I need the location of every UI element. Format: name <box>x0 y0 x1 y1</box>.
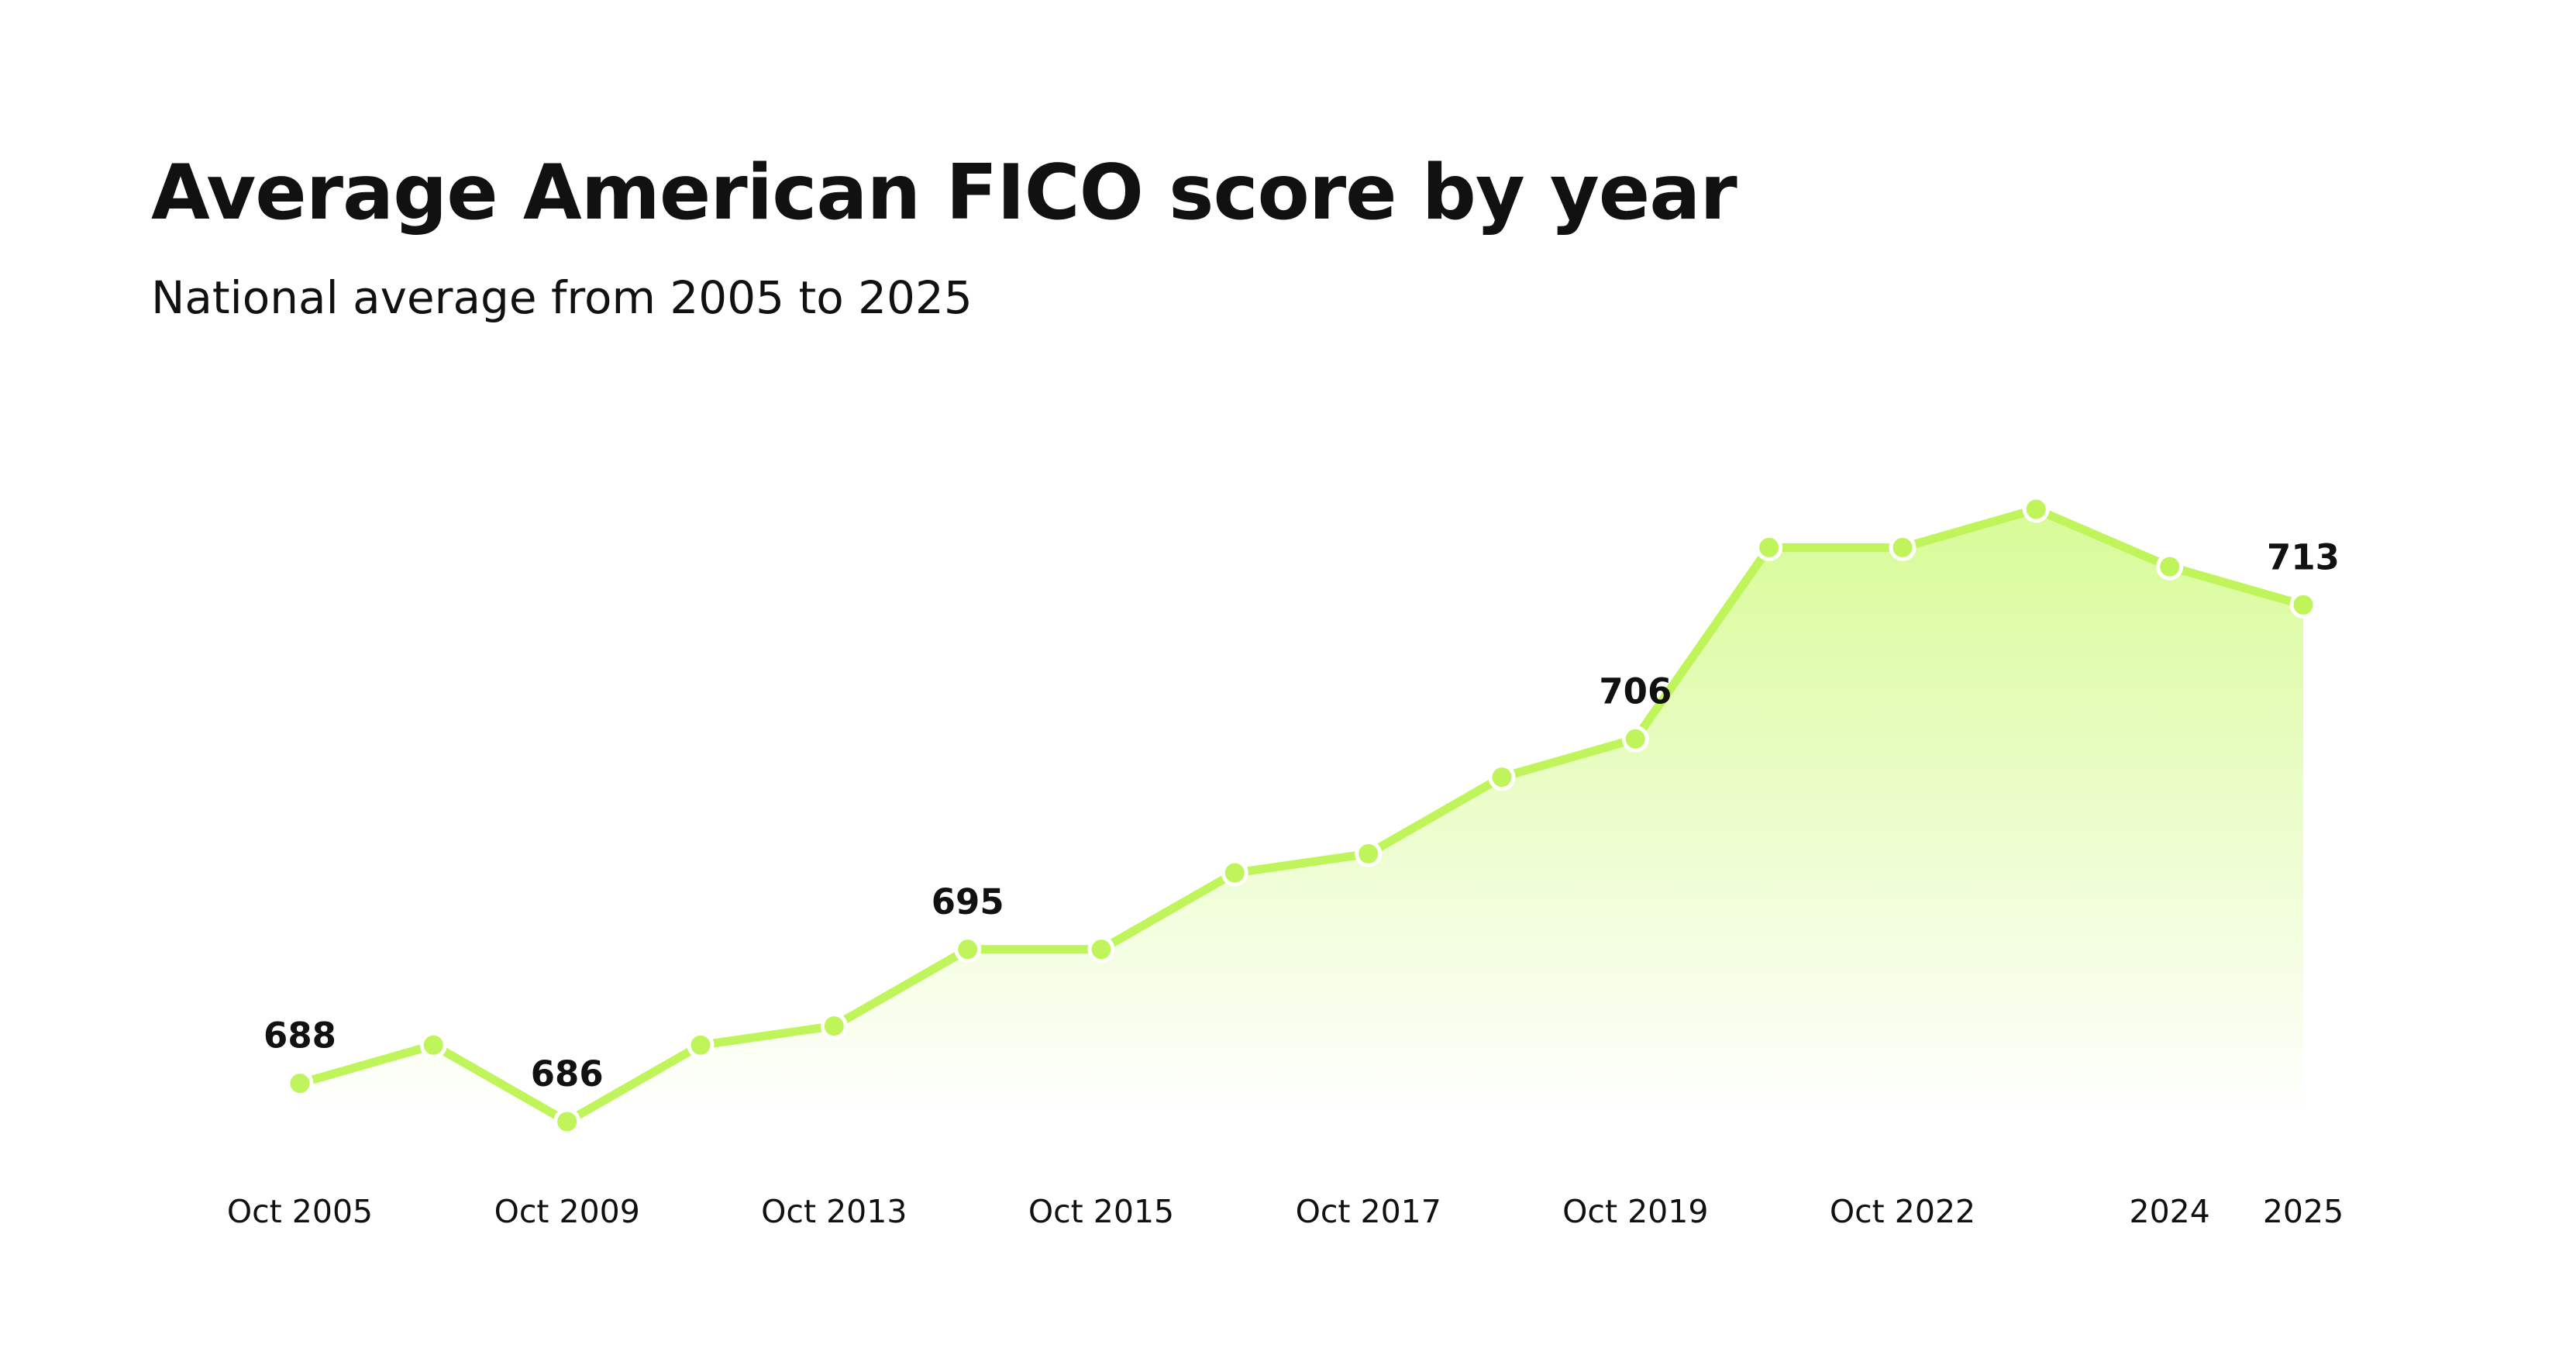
data-point <box>1087 936 1115 964</box>
series-area <box>300 509 2303 1122</box>
series-line-layer <box>295 505 2308 1126</box>
data-point <box>687 1031 715 1059</box>
data-point <box>1755 533 1783 561</box>
data-point <box>2289 591 2317 619</box>
data-point <box>553 1108 581 1136</box>
x-axis-ticks: Oct 2005 Oct 2009 Oct 2013 Oct 2015 Oct 2017… <box>227 1193 2344 1230</box>
data-point <box>1221 859 1248 887</box>
x-tick-label: Oct 2017 <box>1296 1193 1441 1230</box>
data-label: 706 <box>1599 670 1672 712</box>
markers-layer <box>286 495 2317 1136</box>
x-tick-label: Oct 2009 <box>494 1193 640 1230</box>
x-tick-label: 2025 <box>2263 1193 2344 1230</box>
x-tick-label: 2024 <box>2130 1193 2210 1230</box>
data-point <box>1355 839 1383 867</box>
data-point <box>1488 764 1516 791</box>
data-point <box>419 1031 447 1059</box>
chart-title: Average American FICO score by year <box>151 149 1737 237</box>
data-point <box>820 1012 848 1040</box>
data-labels-layer: 688 686 695 706 713 <box>263 536 2340 1094</box>
data-label: 713 <box>2267 536 2340 577</box>
area-fill-layer <box>300 509 2303 1122</box>
data-label: 686 <box>531 1053 604 1094</box>
x-tick-label: Oct 2022 <box>1830 1193 1975 1230</box>
data-point <box>1621 725 1649 753</box>
data-point <box>286 1070 314 1098</box>
data-point <box>2022 495 2050 523</box>
series-line <box>295 505 2308 1126</box>
x-tick-label: Oct 2019 <box>1562 1193 1708 1230</box>
chart-subtitle: National average from 2005 to 2025 <box>151 271 973 324</box>
data-label: 695 <box>932 881 1004 922</box>
x-tick-label: Oct 2015 <box>1028 1193 1174 1230</box>
data-label: 688 <box>263 1015 336 1057</box>
data-point <box>1889 533 1917 561</box>
data-point <box>954 936 982 964</box>
x-tick-label: Oct 2013 <box>761 1193 907 1230</box>
x-tick-label: Oct 2005 <box>227 1193 373 1230</box>
data-point <box>2156 553 2184 581</box>
